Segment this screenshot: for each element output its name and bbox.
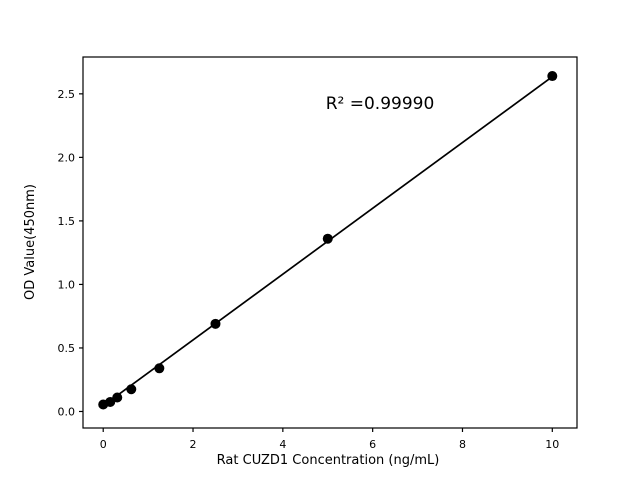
x-tick-label: 6 xyxy=(369,438,376,451)
data-point xyxy=(154,363,165,374)
y-tick-label: 1.5 xyxy=(58,215,76,228)
data-point xyxy=(126,384,137,395)
y-tick-label: 0.0 xyxy=(58,405,76,418)
x-tick-label: 4 xyxy=(279,438,286,451)
r-squared-annotation: R² =0.99990 xyxy=(326,94,435,114)
x-tick-label: 2 xyxy=(190,438,197,451)
y-tick-label: 2.5 xyxy=(58,88,76,101)
x-tick-label: 10 xyxy=(545,438,559,451)
data-point xyxy=(210,318,221,329)
y-tick-label: 2.0 xyxy=(58,151,76,164)
data-point xyxy=(547,71,558,82)
plot-layer: 0 2 4 6 8 10 0.0 0.5 1.0 1.5 2.0 2.5 xyxy=(58,56,578,451)
y-tick-label: 0.5 xyxy=(58,342,76,355)
data-point xyxy=(322,233,333,244)
x-tick-label: 8 xyxy=(459,438,466,451)
x-axis-label: Rat CUZD1 Concentration (ng/mL) xyxy=(217,453,440,468)
x-tick-label: 0 xyxy=(100,438,107,451)
y-tick-label: 1.0 xyxy=(58,278,76,291)
data-point xyxy=(112,392,123,403)
y-axis-label: OD Value(450nm) xyxy=(23,184,38,300)
